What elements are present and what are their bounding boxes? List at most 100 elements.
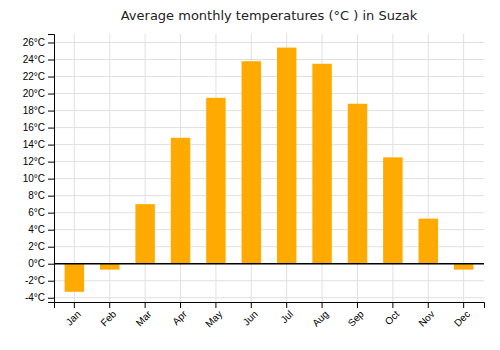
tick-label: 22°C: [23, 71, 45, 82]
tick: 26°C: [23, 37, 54, 48]
tick-mark: [180, 302, 181, 308]
tick-mark: [48, 179, 54, 180]
bar: [419, 219, 438, 264]
grid-line: [54, 178, 484, 179]
tick-mark: [215, 302, 216, 308]
tick: 12°C: [23, 156, 54, 167]
tick-mark: [48, 247, 54, 248]
tick-mark: [463, 302, 464, 308]
bar: [65, 264, 84, 292]
tick: Feb: [98, 302, 118, 328]
tick-label: Apr: [170, 308, 189, 327]
grid-line: [463, 34, 464, 302]
tick: 2°C: [28, 241, 54, 252]
tick: Jul: [278, 302, 295, 325]
grid-line: [54, 93, 484, 94]
tick: 0°C: [28, 258, 54, 269]
tick-mark: [428, 302, 429, 308]
tick-mark: [48, 264, 54, 265]
tick-mark: [48, 60, 54, 61]
grid-line: [54, 195, 484, 196]
tick-label: Oct: [383, 308, 402, 327]
tick: 20°C: [23, 88, 54, 99]
tick-mark: [357, 302, 358, 308]
tick-label: Jun: [241, 308, 260, 327]
tick-label: 16°C: [23, 122, 45, 133]
bar: [348, 104, 367, 264]
tick-mark: [48, 196, 54, 197]
tick: May: [203, 302, 224, 330]
tick-mark: [48, 43, 54, 44]
tick-label: Jul: [278, 308, 295, 325]
bar: [100, 264, 119, 270]
tick-label: 0°C: [28, 258, 45, 269]
grid-line: [109, 34, 110, 302]
grid-line: [54, 263, 484, 264]
tick-label: Aug: [310, 308, 330, 328]
axis-line: [55, 303, 485, 309]
bar: [454, 264, 473, 270]
tick-label: 8°C: [28, 190, 45, 201]
tick-label: -2°C: [25, 275, 45, 286]
tick: Aug: [310, 302, 330, 329]
tick: Nov: [416, 302, 436, 329]
tick-label: Mar: [134, 308, 154, 328]
tick: Mar: [134, 302, 154, 328]
grid-line: [54, 42, 484, 43]
tick-label: May: [203, 308, 224, 329]
tick-label: Nov: [416, 308, 436, 328]
axis-line: [48, 35, 55, 303]
tick: 22°C: [23, 71, 54, 82]
tick-mark: [392, 302, 393, 308]
tick: Apr: [170, 302, 189, 327]
tick-label: Feb: [98, 308, 118, 328]
bar: [277, 48, 296, 264]
tick: 4°C: [28, 224, 54, 235]
tick-mark: [48, 213, 54, 214]
tick-label: 2°C: [28, 241, 45, 252]
tick-label: 12°C: [23, 156, 45, 167]
tick-mark: [109, 302, 110, 308]
tick-mark: [48, 162, 54, 163]
tick-label: 14°C: [23, 139, 45, 150]
tick: 14°C: [23, 139, 54, 150]
tick-mark: [286, 302, 287, 308]
tick-mark: [74, 302, 75, 308]
tick-label: 26°C: [23, 37, 45, 48]
tick-label: 18°C: [23, 105, 45, 116]
tick: 6°C: [28, 207, 54, 218]
tick: Oct: [383, 302, 402, 327]
tick: Dec: [452, 302, 472, 329]
tick-mark: [48, 230, 54, 231]
tick: Jun: [241, 302, 260, 328]
bar: [135, 204, 154, 264]
tick-label: 4°C: [28, 224, 45, 235]
title: Average monthly temperatures (°C ) in Su…: [121, 8, 418, 23]
tick-mark: [145, 302, 146, 308]
plot: -4°C -2°C 0°C 2°C 4°C 6°C 8°C 10°C 12°C 14°C 16°C 1…: [23, 34, 485, 330]
bar: [312, 64, 331, 264]
grid-line: [54, 76, 484, 77]
tick-label: Sep: [346, 308, 367, 329]
tick-label: Dec: [452, 308, 472, 328]
grid-line: [54, 144, 484, 145]
tick: -4°C: [25, 292, 54, 303]
grid-line: [54, 297, 484, 298]
bar: [206, 98, 225, 264]
chart: -4°C -2°C 0°C 2°C 4°C 6°C 8°C 10°C 12°C 14°C 16°C 1…: [0, 0, 500, 350]
tick-label: 10°C: [23, 173, 45, 184]
y-axis: -4°C -2°C 0°C 2°C 4°C 6°C 8°C 10°C 12°C 14°C 16°C 1…: [23, 35, 55, 304]
tick-mark: [48, 298, 54, 299]
grid-line: [54, 127, 484, 128]
tick-mark: [48, 111, 54, 112]
bar: [383, 157, 402, 263]
zero-line: [54, 263, 484, 265]
tick-mark: [48, 94, 54, 95]
grid-line: [54, 161, 484, 162]
bar: [242, 61, 261, 263]
grid: [54, 34, 484, 302]
bar: [171, 138, 190, 264]
x-axis: JanFebMarAprMayJunJulAugSepOctNovDec: [55, 302, 485, 330]
tick-mark: [48, 128, 54, 129]
tick: 10°C: [23, 173, 54, 184]
